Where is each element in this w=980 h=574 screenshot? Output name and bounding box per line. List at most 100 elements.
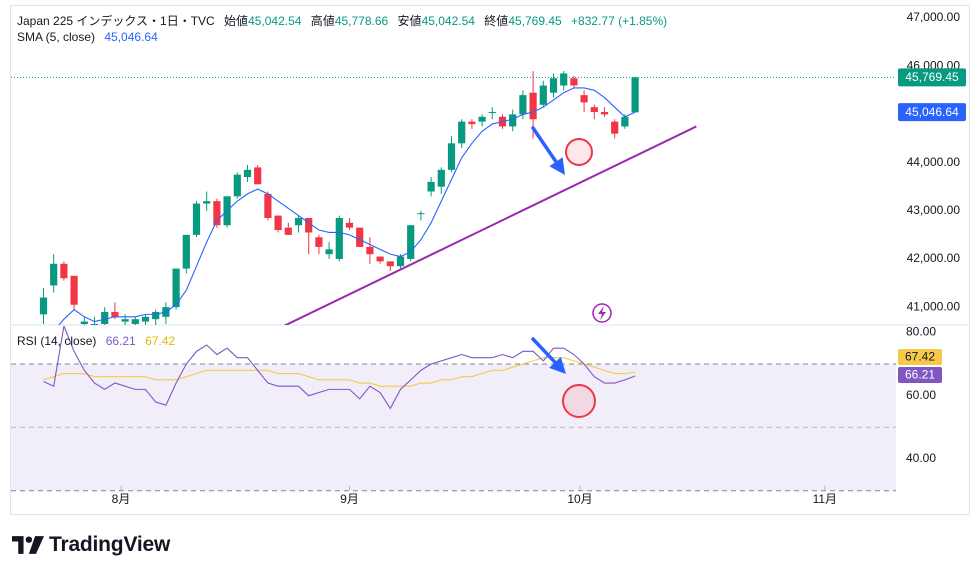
rsi-arrow-shaft[interactable]	[531, 337, 557, 365]
candle-body	[172, 268, 180, 308]
annotations[interactable]	[531, 126, 612, 418]
rsi-legend-label: RSI (14, close)	[17, 334, 97, 348]
candle-body	[488, 112, 496, 113]
lightning-bolt-icon	[598, 306, 606, 320]
candle-body	[70, 275, 78, 305]
candle-body	[539, 85, 547, 105]
rsi-band	[11, 363, 896, 492]
candle-body	[396, 256, 405, 267]
rsi-highlight-circle[interactable]	[562, 384, 596, 418]
candle-body	[315, 237, 323, 247]
support-trendline[interactable]	[273, 125, 697, 331]
tradingview-logo[interactable]: TradingView	[12, 532, 170, 558]
price-tick-label: 42,000.00	[907, 251, 961, 265]
open-label: 始値	[224, 14, 249, 28]
candle-body	[39, 297, 48, 315]
symbol-legend[interactable]: Japan 225 インデックス・1日・TVC 始値45,042.54 高値45…	[17, 12, 667, 29]
rsi-ma-tag-text: 67.42	[905, 350, 935, 364]
price-tick-label: 43,000.00	[907, 203, 961, 217]
candle-body	[325, 249, 333, 255]
symbol-title: Japan 225 インデックス・1日・TVC	[17, 14, 215, 28]
candle-body	[407, 225, 415, 259]
candle-body	[427, 181, 435, 192]
candle-body	[243, 169, 252, 178]
close-label: 終値	[484, 14, 509, 28]
candle-body	[182, 234, 190, 269]
candle-body	[121, 319, 129, 322]
candle-body	[90, 324, 99, 325]
rsi-axis[interactable]: 40.00 60.00 80.00	[906, 325, 936, 466]
change-value: +832.77 (+1.85%)	[571, 14, 668, 28]
candle-body	[294, 218, 303, 226]
candle-body	[366, 246, 374, 255]
low-label: 安値	[397, 14, 422, 28]
candle-body	[141, 316, 150, 322]
candle-body	[111, 311, 119, 317]
candle-body	[233, 174, 241, 197]
candle-body	[203, 201, 211, 204]
candle-body	[600, 112, 609, 115]
candle-body	[60, 263, 68, 279]
candle-body	[284, 227, 292, 235]
rsi-legend-value: 66.21	[105, 334, 136, 348]
rsi-tick-label: 40.00	[906, 451, 936, 465]
candle-body	[621, 116, 629, 127]
candle-body	[356, 227, 364, 247]
rsi-value-tag-bg	[898, 367, 942, 383]
candle-body	[264, 193, 272, 218]
high-label: 高値	[310, 14, 335, 28]
candle-body	[50, 263, 58, 286]
price-axis[interactable]: 41,000.0042,000.0043,000.0044,000.0046,0…	[907, 10, 961, 313]
rsi-value-tag-text: 66.21	[905, 368, 935, 382]
candle-body	[509, 114, 517, 127]
tradingview-logo-text: TradingView	[49, 533, 171, 556]
time-tick-label: 8月	[112, 492, 131, 506]
candle-body	[335, 218, 343, 259]
time-tick-label: 9月	[340, 492, 359, 506]
price-tick-label: 44,000.00	[907, 155, 961, 169]
candle-body	[101, 311, 109, 324]
sma-price-tag-text: 45,046.64	[905, 105, 959, 119]
candle-body	[519, 95, 527, 115]
candle-body	[529, 92, 537, 120]
chart-frame	[10, 5, 970, 515]
rsi-tick-label: 80.00	[906, 325, 936, 339]
rsi-tick-label: 60.00	[906, 388, 936, 402]
rsi-ma-legend-value: 67.42	[145, 334, 176, 348]
sma-line	[58, 87, 636, 325]
candle-body	[152, 311, 160, 320]
rsi-polyline	[43, 326, 636, 410]
time-tick-label: 10月	[567, 492, 592, 506]
candle-body	[580, 95, 588, 103]
price-arrow-head[interactable]	[549, 157, 565, 175]
rsi-legend[interactable]: RSI (14, close) 66.21 67.42	[17, 334, 175, 348]
time-tick-label: 11月	[813, 492, 837, 506]
sma-legend[interactable]: SMA (5, close) 45,046.64	[17, 30, 158, 44]
tradingview-logo-icon	[12, 536, 44, 554]
candle-body	[458, 121, 466, 144]
candle-body	[345, 222, 354, 228]
candle-body	[570, 78, 578, 86]
candle-body	[560, 73, 568, 86]
candles	[11, 71, 896, 325]
candle-body	[131, 319, 139, 324]
high-value: 45,778.66	[334, 14, 389, 28]
candle-body	[478, 116, 486, 122]
price-tags: 45,769.45 45,046.64 67.42 66.21	[898, 68, 966, 383]
candle-body	[254, 167, 262, 185]
candle-body	[274, 215, 282, 231]
trend-line[interactable]	[273, 125, 697, 331]
sma-polyline	[58, 87, 636, 325]
last-price-tag-text: 45,769.45	[905, 70, 959, 84]
candle-body	[213, 201, 221, 226]
candle-body	[631, 77, 639, 113]
price-highlight-circle[interactable]	[565, 138, 593, 166]
price-arrow-shaft[interactable]	[531, 126, 558, 164]
rsi-arrow-head[interactable]	[549, 356, 566, 374]
rsi-ma-tag-bg	[898, 349, 942, 365]
last-price-tag-bg	[898, 68, 966, 87]
candle-body	[549, 78, 558, 93]
sma-price-tag-bg	[898, 103, 966, 122]
time-axis[interactable]: 8月 9月 10月 11月	[112, 486, 837, 506]
